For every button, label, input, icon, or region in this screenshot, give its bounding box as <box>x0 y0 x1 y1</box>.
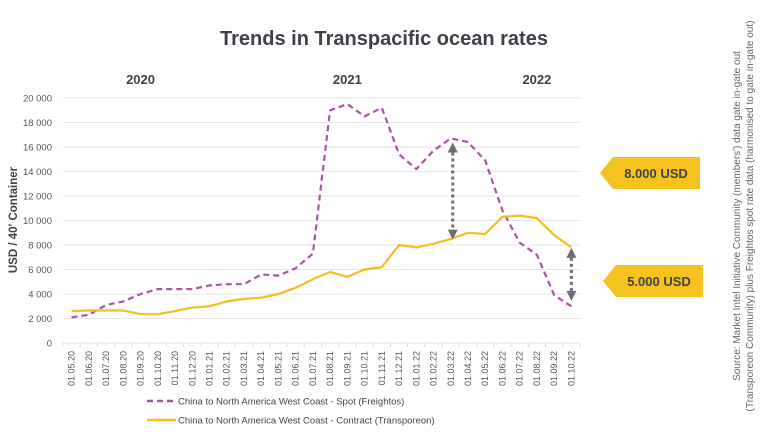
x-tick-label: 01.10.21 <box>360 351 370 386</box>
arrow-down-icon <box>566 290 577 301</box>
legend-label-contract: China to North America West Coast - Cont… <box>178 416 435 427</box>
y-axis-ticks: 0 2 000 4 000 6 000 8 000 10 000 12 000 14 000 1… <box>23 94 52 350</box>
x-tick-label: 01.05.22 <box>480 351 490 386</box>
x-tick-label: 01.02.21 <box>222 351 232 386</box>
x-tick-label: 01.08.22 <box>532 351 542 386</box>
x-tick-label: 01.10.22 <box>566 351 576 386</box>
x-tick-label: 01.06.21 <box>291 351 301 386</box>
badge-5000-shape <box>603 265 703 297</box>
arrow-up-icon <box>447 142 458 153</box>
badge-8000-label: 8.000 USD <box>624 166 688 181</box>
x-tick-label: 01.12.21 <box>394 351 404 386</box>
x-tick-label: 01.01.21 <box>204 351 214 386</box>
y-tick-label: 8 000 <box>28 241 52 252</box>
x-tick-label: 01.08.21 <box>325 351 335 386</box>
year-label: 2021 <box>333 72 362 87</box>
series-line-spot <box>71 102 572 319</box>
x-tick-label: 01.07.20 <box>101 351 111 386</box>
x-tick-label: 01.03.21 <box>239 351 249 386</box>
x-tick-label: 01.09.20 <box>136 351 146 386</box>
legend: China to North America West Coast - Spot… <box>147 397 435 427</box>
source-line-2: (Transporeon Community) plus Freightos s… <box>745 21 756 412</box>
x-tick-label: 01.11.20 <box>170 351 180 385</box>
source-line-1: Source: Market Intel Initiative Communit… <box>732 51 743 381</box>
x-tick-label: 01.04.21 <box>256 351 266 386</box>
badge-5000-label: 5.000 USD <box>627 274 691 289</box>
x-tick-label: 01.03.22 <box>446 351 456 386</box>
x-tick-label: 01.09.21 <box>342 351 352 386</box>
x-tick-label: 01.07.22 <box>515 351 525 386</box>
y-tick-label: 2 000 <box>28 314 52 325</box>
source-note: Source: Market Intel Initiative Communit… <box>732 21 756 412</box>
x-tick-label: 01.06.20 <box>84 351 94 386</box>
badge-8000: 8.000 USD <box>600 157 700 189</box>
y-tick-label: 10 000 <box>23 216 52 227</box>
legend-item-spot[interactable]: China to North America West Coast - Spot… <box>147 397 404 408</box>
arrow-down-icon <box>447 229 458 240</box>
y-tick-label: 6 000 <box>28 265 52 276</box>
x-tick-label: 01.10.20 <box>153 351 163 386</box>
x-tick-label: 01.08.20 <box>118 351 128 386</box>
x-tick-label: 01.04.22 <box>463 351 473 386</box>
x-tick-label: 01.11.21 <box>377 351 387 385</box>
y-tick-label: 0 <box>47 339 52 350</box>
annotations <box>447 142 577 301</box>
x-tick-label: 01.06.22 <box>497 351 507 386</box>
gridlines <box>63 97 580 344</box>
x-tick-label: 01.07.21 <box>308 351 318 386</box>
series-group <box>71 102 573 319</box>
y-axis-label: USD / 40' Container <box>8 166 20 273</box>
x-tick-label: 01.09.22 <box>549 351 559 386</box>
gap-arrow <box>447 142 458 240</box>
legend-label-spot: China to North America West Coast - Spot… <box>178 397 404 408</box>
badge-8000-shape <box>600 157 700 189</box>
year-label: 2020 <box>126 72 155 87</box>
y-tick-label: 14 000 <box>23 167 52 178</box>
y-tick-label: 12 000 <box>23 192 52 203</box>
year-labels: 2020 2021 2022 <box>126 72 551 87</box>
y-tick-label: 20 000 <box>23 94 52 105</box>
x-tick-label: 01.12.20 <box>187 351 197 386</box>
arrow-up-icon <box>566 247 577 258</box>
x-tick-label: 01.05.21 <box>273 351 283 386</box>
chart-title: Trends in Transpacific ocean rates <box>220 28 548 50</box>
y-tick-label: 16 000 <box>23 143 52 154</box>
series-line-contract <box>71 214 573 316</box>
y-tick-label: 18 000 <box>23 118 52 129</box>
x-tick-label: 01.01.22 <box>411 351 421 386</box>
x-tick-label: 01.05.20 <box>67 351 77 386</box>
gap-arrow <box>566 247 577 301</box>
y-tick-label: 4 000 <box>28 290 52 301</box>
legend-item-contract[interactable]: China to North America West Coast - Cont… <box>147 416 435 427</box>
x-axis: 01.05.20 01.06.20 01.07.20 01.08.20 01.09.20… <box>62 343 581 386</box>
badge-5000: 5.000 USD <box>603 265 703 297</box>
x-tick-label: 01.02.22 <box>429 351 439 386</box>
year-label: 2022 <box>522 72 551 87</box>
